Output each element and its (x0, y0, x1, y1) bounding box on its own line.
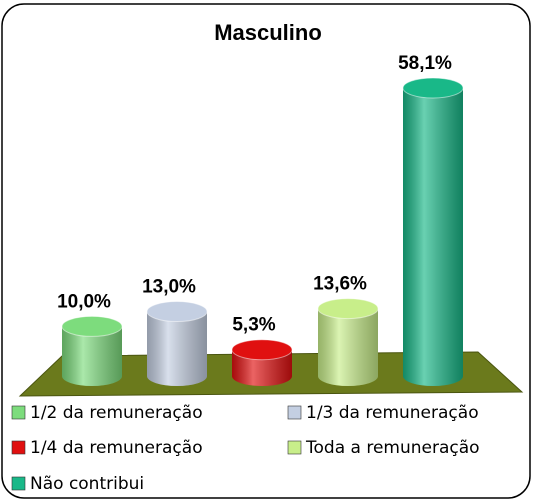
legend-swatch (287, 440, 302, 455)
bar-cap (231, 339, 293, 361)
legend-swatch (11, 440, 26, 455)
value-label: 13,0% (142, 277, 196, 298)
value-label: 10,0% (57, 291, 111, 312)
bar-cap (402, 77, 464, 99)
bar-cap (317, 298, 379, 320)
legend-swatch (287, 405, 302, 420)
bar-cap (61, 315, 123, 337)
value-label: 5,3% (232, 315, 275, 336)
legend-label: Não contribui (30, 474, 144, 494)
bar-shade (318, 308, 378, 376)
legend-label: 1/2 da remuneração (30, 403, 203, 423)
legend-swatch (11, 476, 26, 491)
legend-swatch (11, 405, 26, 420)
bar-shade (403, 88, 463, 376)
legend-label: 1/3 da remuneração (306, 403, 479, 423)
bar-cap (146, 301, 208, 323)
chart-title: Masculino (214, 20, 322, 45)
legend-label: 1/4 da remuneração (30, 438, 203, 458)
bar-shade (147, 311, 207, 376)
value-label: 13,6% (313, 274, 367, 295)
legend-label: Toda a remuneração (305, 438, 480, 458)
value-label: 58,1% (398, 53, 452, 74)
